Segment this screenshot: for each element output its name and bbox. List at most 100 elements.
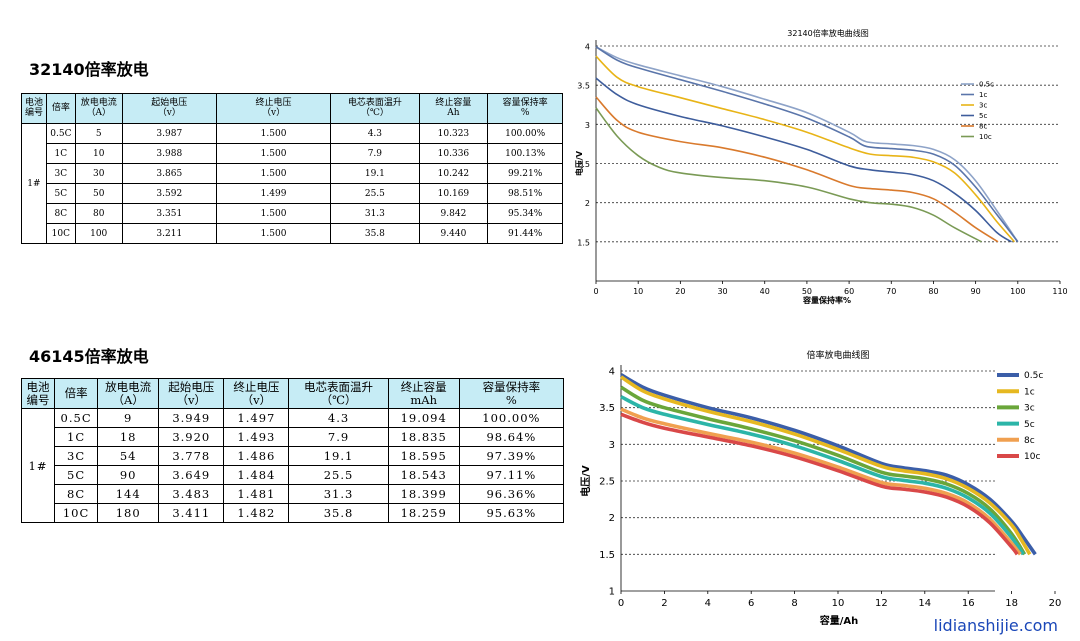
legend-label: 8c: [1024, 436, 1035, 446]
x-axis-label: 容量保持率%: [802, 295, 851, 305]
rate-table-32140: 电池 编号 倍率 放电电流 （A） 起始电压 （v） 终止电压 （v） 电芯表面温升 （℃） 终止容量…: [21, 93, 563, 244]
table-cell: 3.920: [158, 427, 225, 447]
y-tick-label: 3.5: [577, 82, 590, 91]
table-cell: 3.865: [121, 163, 217, 184]
x-tick-label: 20: [1049, 598, 1062, 609]
table-cell: 10.336: [418, 143, 489, 164]
discharge-chart-46145: 倍率放电曲线图 1 1.5 2 2.5 3 3.5 4 0 2 4 6 8 10 12 14 16 18 20 容量/…: [579, 349, 1062, 627]
table-cell: 3.592: [121, 183, 217, 204]
table-cell: 1.500: [215, 143, 332, 164]
table-cell: 10C: [45, 223, 76, 244]
y-tick-label: 4: [609, 367, 615, 378]
table-cell: 1.500: [215, 163, 332, 184]
column-header: 电芯表面温升 （℃）: [330, 93, 420, 124]
table-cell: 7.9: [288, 427, 389, 447]
y-tick-label: 3.5: [599, 403, 615, 414]
x-tick-label: 100: [1010, 287, 1025, 296]
column-header: 容量保持率%: [458, 378, 565, 409]
series-line-5c: [595, 77, 1012, 243]
table-cell: 10.242: [418, 163, 489, 184]
legend-label: 1c: [1024, 387, 1035, 397]
table-cell: 9: [97, 408, 160, 428]
column-header: 倍率: [54, 378, 99, 409]
series-line-10c: [595, 107, 982, 243]
table-cell: 1C: [45, 143, 76, 164]
table-cell: 8C: [45, 203, 76, 224]
y-tick-label: 1.5: [599, 550, 615, 561]
table-cell: 18.543: [387, 465, 460, 485]
table-row: 8C 80 3.351 1.500 31.3 9.842 95.34%: [22, 203, 563, 224]
table-row: 8C 144 3.483 1.481 31.3 18.399 96.36%: [22, 484, 565, 504]
table-cell: 19.094: [387, 408, 460, 428]
cell-id: 1#: [21, 123, 47, 244]
x-tick-label: 50: [802, 287, 812, 296]
cell-id: 1#: [20, 408, 56, 523]
table-cell: 0.5C: [45, 123, 76, 144]
table-cell: 1.499: [215, 183, 332, 204]
table-row: 1# 0.5C 9 3.949 1.497 4.3 19.094 100.00%: [20, 408, 565, 523]
series-line-8c: [595, 96, 999, 243]
x-tick-label: 10: [832, 598, 845, 609]
table-cell: 100.00%: [458, 408, 565, 428]
series-line-3c: [620, 385, 1027, 556]
column-header: 起始电压 （v）: [158, 378, 225, 409]
table-cell: 35.8: [288, 503, 389, 523]
table-cell: 7.9: [330, 143, 420, 164]
table-cell: 3.351: [121, 203, 217, 224]
legend-label: 3c: [1024, 404, 1035, 414]
table-header-row: 电池 编号 倍率 放电电流 （A） 起始电压 （v） 终止电压 （v） 电芯表面温升 （℃） 终止容量…: [20, 378, 565, 409]
table-cell: 25.5: [288, 465, 389, 485]
table-cell: 35.8: [330, 223, 420, 244]
table-cell: 8C: [54, 484, 99, 504]
series-line-5c: [620, 395, 1025, 556]
y-tick-label: 4: [585, 43, 590, 52]
table-cell: 100.13%: [487, 143, 563, 164]
table-row: 10C 180 3.411 1.482 35.8 18.259 95.63%: [22, 503, 565, 523]
x-tick-label: 12: [875, 598, 888, 609]
table-cell: 3.211: [121, 223, 217, 244]
legend-label: 5c: [979, 112, 987, 120]
table-cell: 18: [97, 427, 160, 447]
table-cell: 9.440: [418, 223, 489, 244]
table-cell: 3C: [54, 446, 99, 466]
table-cell: 3.778: [158, 446, 225, 466]
x-tick-label: 16: [962, 598, 975, 609]
column-header: 终止电压 （v）: [215, 93, 332, 124]
table-cell: 180: [97, 503, 160, 523]
table-cell: 98.64%: [458, 427, 565, 447]
table-cell: 1.493: [223, 427, 290, 447]
y-tick-label: 3: [585, 121, 590, 130]
table-cell: 5C: [45, 183, 76, 204]
x-tick-label: 40: [760, 287, 770, 296]
x-tick-label: 80: [928, 287, 938, 296]
column-header: 终止容量 Ah: [418, 93, 489, 124]
table-cell: 97.11%: [458, 465, 565, 485]
x-axis-label: 容量/Ah: [819, 614, 859, 627]
table-cell: 1.500: [215, 223, 332, 244]
section-title-32140: 32140倍率放电: [29, 60, 149, 79]
table-cell: 1.497: [223, 408, 290, 428]
table-cell: 91.44%: [487, 223, 563, 244]
table-cell: 9.842: [418, 203, 489, 224]
legend-label: 1c: [979, 91, 987, 99]
table-cell: 90: [97, 465, 160, 485]
legend-label: 10c: [1024, 452, 1040, 462]
x-tick-label: 8: [791, 598, 797, 609]
series-line-10c: [620, 412, 1019, 556]
series-line-3c: [595, 55, 1016, 243]
table-cell: 1.481: [223, 484, 290, 504]
table-cell: 1.500: [215, 123, 332, 144]
y-tick-label: 1.5: [577, 238, 590, 247]
x-tick-label: 70: [886, 287, 896, 296]
table-cell: 96.36%: [458, 484, 565, 504]
table-cell: 18.259: [387, 503, 460, 523]
legend-label: 5c: [1024, 420, 1035, 430]
column-header: 倍率: [45, 93, 76, 124]
table-cell: 0.5C: [54, 408, 99, 428]
table-cell: 5: [74, 123, 123, 144]
x-tick-label: 18: [1005, 598, 1018, 609]
table-cell: 25.5: [330, 183, 420, 204]
table-row: 1C 18 3.920 1.493 7.9 18.835 98.64%: [22, 427, 565, 447]
column-header: 电池 编号: [21, 93, 47, 124]
